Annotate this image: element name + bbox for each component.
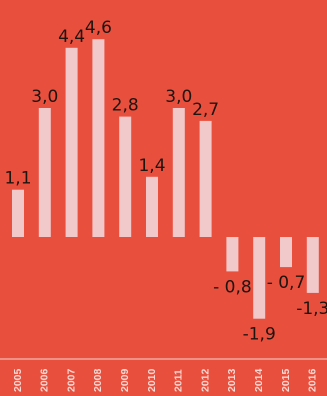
x-tick-label-2013: 2013 bbox=[226, 368, 238, 392]
data-label-2016: -1,3 bbox=[296, 299, 327, 319]
data-label-2013: - 0,8 bbox=[213, 277, 252, 297]
data-label-2008: 4,6 bbox=[85, 18, 112, 38]
x-tick-label-2008: 2008 bbox=[92, 368, 104, 392]
bar-2007 bbox=[65, 47, 78, 237]
bar-2014 bbox=[253, 237, 266, 319]
bar-2013 bbox=[226, 237, 239, 272]
data-label-2006: 3,0 bbox=[31, 87, 58, 107]
x-tick-label-2015: 2015 bbox=[280, 368, 292, 392]
x-tick-label-2014: 2014 bbox=[253, 368, 265, 392]
data-label-2010: 1,4 bbox=[138, 156, 165, 176]
bar-2008 bbox=[92, 39, 105, 238]
x-tick-label-2012: 2012 bbox=[199, 368, 211, 392]
data-label-2007: 4,4 bbox=[58, 27, 85, 47]
x-tick-label-2016: 2016 bbox=[307, 368, 319, 392]
x-tick-label-2005: 2005 bbox=[12, 368, 24, 392]
data-label-2015: - 0,7 bbox=[267, 273, 306, 293]
bar-2009 bbox=[119, 116, 132, 237]
data-label-2005: 1,1 bbox=[4, 169, 31, 189]
data-label-2012: 2,7 bbox=[192, 100, 219, 120]
x-tick-label-2011: 2011 bbox=[173, 369, 185, 392]
x-tick-label-2006: 2006 bbox=[39, 368, 51, 392]
data-label-2011: 3,0 bbox=[165, 87, 192, 107]
bar-2012 bbox=[199, 120, 212, 237]
bar-2015 bbox=[280, 237, 292, 268]
x-tick-label-2009: 2009 bbox=[119, 368, 131, 392]
bar-2011 bbox=[172, 108, 185, 237]
bar-2010 bbox=[146, 176, 158, 237]
x-tick-label-2007: 2007 bbox=[65, 368, 77, 392]
x-tick-label-2010: 2010 bbox=[146, 368, 158, 392]
bar-2006 bbox=[38, 108, 51, 237]
bar-2005 bbox=[12, 189, 24, 237]
data-label-2014: -1,9 bbox=[243, 325, 276, 345]
bar-2016 bbox=[306, 237, 319, 293]
data-label-2009: 2,8 bbox=[112, 96, 139, 116]
